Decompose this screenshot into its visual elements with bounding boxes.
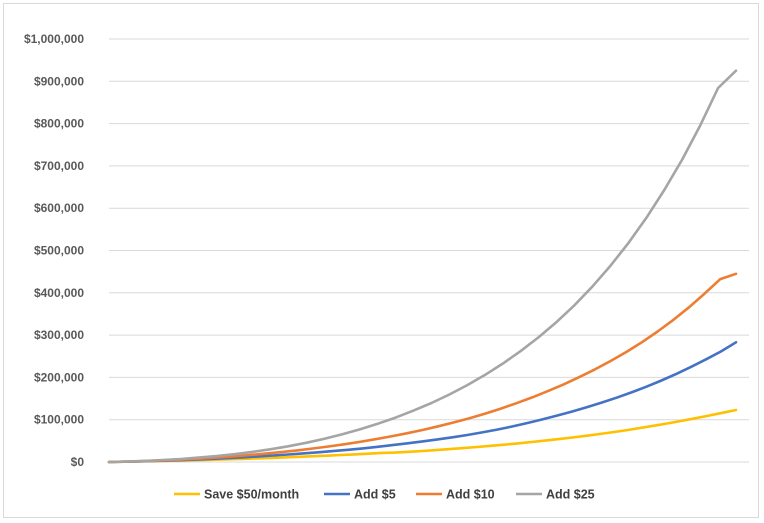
y-tick-label: $700,000 (34, 159, 84, 173)
legend-item: Add $25 (516, 488, 595, 502)
legend: Save $50/month Add $5 Add $10 Add $25 (174, 488, 595, 502)
legend-item: Save $50/month (174, 488, 299, 502)
legend-item: Add $5 (324, 488, 396, 502)
y-axis-tick-labels: $0 $100,000 $200,000 $300,000 $400,000 $500,0… (24, 32, 84, 469)
y-tick-label: $800,000 (34, 117, 84, 131)
chart-frame: $0 $100,000 $200,000 $300,000 $400,000 $500,0… (3, 3, 759, 518)
y-tick-label: $500,000 (34, 244, 84, 258)
y-tick-label: $200,000 (34, 370, 84, 384)
legend-label: Save $50/month (204, 488, 299, 502)
series-line (107, 408, 738, 464)
y-tick-label: $900,000 (34, 74, 84, 88)
legend-label: Add $25 (546, 488, 595, 502)
series-line (107, 69, 738, 464)
series-line (107, 272, 738, 464)
y-tick-label: $600,000 (34, 201, 84, 215)
series-lines (107, 69, 738, 464)
gridlines (109, 38, 749, 463)
y-tick-label: $0 (71, 455, 85, 469)
legend-label: Add $5 (354, 488, 396, 502)
y-tick-label: $1,000,000 (24, 32, 84, 46)
y-tick-label: $100,000 (34, 413, 84, 427)
legend-item: Add $10 (416, 488, 495, 502)
line-chart: $0 $100,000 $200,000 $300,000 $400,000 $500,0… (24, 32, 749, 502)
y-tick-label: $400,000 (34, 286, 84, 300)
series-line (107, 340, 738, 464)
legend-label: Add $10 (446, 488, 495, 502)
y-tick-label: $300,000 (34, 328, 84, 342)
